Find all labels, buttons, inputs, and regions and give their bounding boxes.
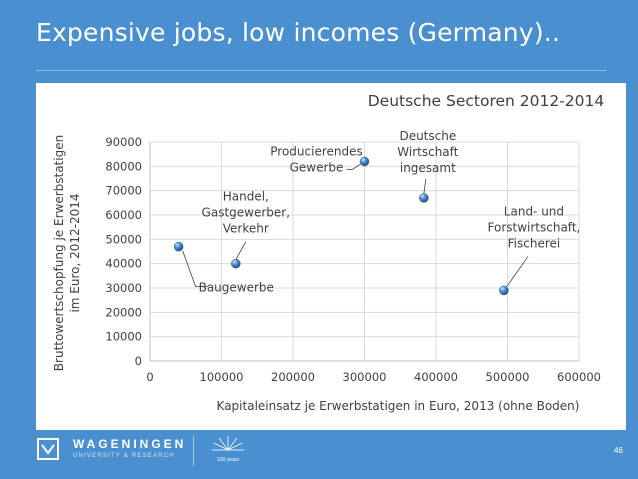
y-tick-label: 20000 xyxy=(105,305,142,319)
data-label: Baugewerbe xyxy=(199,281,274,295)
y-axis-label-line-2: im Euro, 2012-2014 xyxy=(68,193,82,312)
x-tick-label: 100000 xyxy=(200,370,244,384)
data-label: Land- und Forstwirtschaft, Fischerei xyxy=(488,204,581,250)
logo-wordmark: WAGENINGEN xyxy=(73,437,187,451)
data-label-leader xyxy=(506,256,529,287)
title-divider xyxy=(36,70,606,71)
page-number: 46 xyxy=(614,446,623,455)
data-point xyxy=(173,241,184,252)
x-axis-label: Kapitaleinsatz je Erwerbstatigen in Euro… xyxy=(217,399,580,413)
data-label-leader xyxy=(235,241,247,260)
slide-footer: WAGENINGEN UNIVERSITY & RESEARCH 100 yea… xyxy=(0,430,638,479)
y-tick-label: 90000 xyxy=(105,135,142,149)
centennial-logo-icon: 100 years xyxy=(212,436,244,463)
data-point xyxy=(419,193,429,203)
x-tick-label: 200000 xyxy=(271,370,315,384)
data-label-leader xyxy=(346,163,362,170)
data-label: Handel, Gastgewerber, Verkehr xyxy=(202,190,291,236)
logo-subtitle: UNIVERSITY & RESEARCH xyxy=(73,453,175,459)
y-tick-label: 40000 xyxy=(105,257,142,271)
data-point xyxy=(499,285,509,296)
data-point xyxy=(359,156,370,167)
y-tick-label: 60000 xyxy=(105,208,142,222)
scatter-chart: 0 10000 20000 30000 40000 50000 60000 70000 8000… xyxy=(52,92,605,413)
data-label: Producierendes Gewerbe xyxy=(270,144,362,174)
data-point xyxy=(231,258,241,269)
data-label-leader xyxy=(423,178,427,195)
x-tick-label: 0 xyxy=(146,370,153,384)
x-tick-label: 300000 xyxy=(343,370,387,384)
data-label: Deutsche Wirtschaft ingesamt xyxy=(397,129,458,175)
x-tick-label: 500000 xyxy=(486,370,530,384)
chart-container: 0 10000 20000 30000 40000 50000 60000 70000 8000… xyxy=(36,83,626,430)
y-tick-label: 10000 xyxy=(105,330,142,344)
chart-title: Deutsche Sectoren 2012-2014 xyxy=(368,92,605,110)
x-tick-label: 400000 xyxy=(414,370,458,384)
slide-title: Expensive jobs, low incomes (Germany).. xyxy=(36,18,561,47)
y-tick-label: 70000 xyxy=(105,184,142,198)
data-label-leader xyxy=(182,250,209,288)
y-axis-label-line-1: Bruttowertschopfung je Erwerbstatigen xyxy=(52,135,66,371)
y-tick-label: 50000 xyxy=(105,232,142,246)
university-logo-icon xyxy=(37,438,59,460)
y-tick-label: 80000 xyxy=(105,159,142,173)
centennial-label: 100 years xyxy=(217,457,239,463)
x-tick-label: 600000 xyxy=(557,370,601,384)
footer-divider xyxy=(193,436,194,466)
y-tick-label: 0 xyxy=(135,354,142,368)
y-tick-label: 30000 xyxy=(105,281,142,295)
